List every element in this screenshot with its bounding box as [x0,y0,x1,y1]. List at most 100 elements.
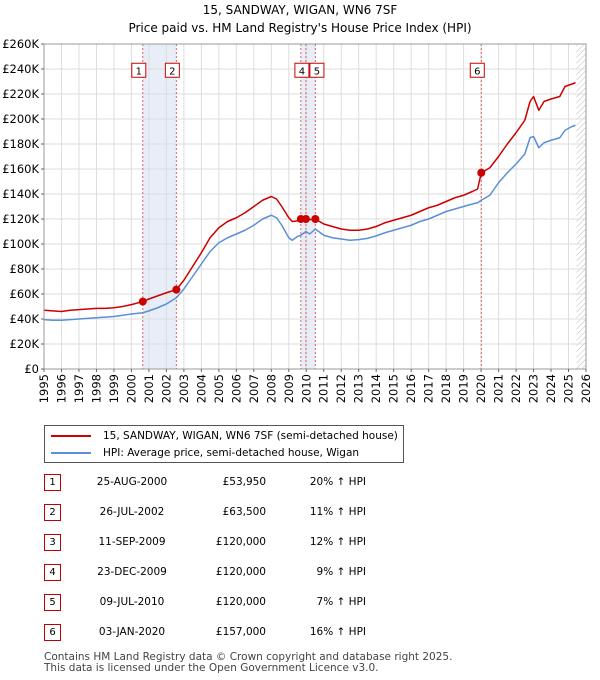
transaction-number: 2 [44,504,61,521]
y-tick-label: £40K [10,312,40,326]
legend-item-hpi: HPI: Average price, semi-detached house,… [51,445,359,461]
transaction-price: £120,000 [215,566,266,578]
footer-line-licence: This data is licensed under the Open Gov… [44,662,379,674]
transaction-date: 11-SEP-2009 [98,536,166,548]
footer-attribution: Contains HM Land Registry data © Crown c… [44,652,452,674]
table-row: 3 11-SEP-2009 £120,000 12% ↑ HPI [44,533,404,553]
chart-subtitle: Price paid vs. HM Land Registry's House … [128,21,471,35]
x-tick-label: 2001 [142,374,156,403]
x-tick-label: 2002 [159,374,173,403]
table-row: 5 09-JUL-2010 £120,000 7% ↑ HPI [44,593,404,613]
x-tick-label: 2008 [264,374,278,403]
x-tick-label: 2022 [509,374,523,403]
sale-label-number: 4 [299,66,305,77]
sale-point [172,285,181,294]
sale-interval-shading [142,44,177,369]
legend-swatch-property [51,435,91,437]
chart-title: 15, SANDWAY, WIGAN, WN6 7SF [203,3,398,17]
x-tick-label: 2012 [334,374,348,403]
transaction-hpi-diff: 12% ↑ HPI [309,536,366,548]
legend-label-property: 15, SANDWAY, WIGAN, WN6 7SF (semi-detach… [103,430,398,442]
table-row: 2 26-JUL-2002 £63,500 11% ↑ HPI [44,503,404,523]
legend-label-hpi: HPI: Average price, semi-detached house,… [103,447,360,459]
sale-point [138,297,147,306]
x-tick-label: 2000 [124,374,138,403]
sale-label-number: 2 [169,66,175,77]
x-tick-label: 2026 [579,374,593,403]
x-tick-label: 2013 [352,374,366,403]
x-tick-label: 1998 [89,374,103,403]
x-tick-label: 2017 [422,374,436,403]
x-tick-label: 2004 [194,374,208,403]
sale-point [311,215,320,223]
transaction-number: 1 [44,474,61,491]
hpi-line [43,124,576,321]
x-tick-label: 2006 [229,374,243,403]
transaction-hpi-diff: 11% ↑ HPI [309,506,366,518]
x-tick-label: 2005 [212,374,226,403]
sale-point [301,215,310,223]
transaction-number: 4 [44,564,61,581]
sale-interval-shading [300,44,316,369]
x-tick-label: 2014 [369,374,383,403]
x-tick-label: 1997 [72,374,86,403]
y-tick-label: £140K [2,187,39,201]
transaction-price: £120,000 [215,536,266,548]
x-tick-label: 2025 [562,374,576,403]
table-row: 6 03-JAN-2020 £157,000 16% ↑ HPI [44,623,404,643]
y-tick-label: £100K [2,237,39,251]
legend-item-property: 15, SANDWAY, WIGAN, WN6 7SF (semi-detach… [51,428,398,444]
y-tick-label: £120K [2,212,39,226]
footer-line-copyright: Contains HM Land Registry data © Crown c… [44,651,453,663]
sale-label-box [469,62,485,78]
transaction-price: £63,500 [222,506,266,518]
transaction-date: 03-JAN-2020 [98,626,166,638]
sale-label-box [131,62,147,78]
x-tick-label: 2023 [527,374,541,403]
transaction-date: 26-JUL-2002 [99,506,165,518]
x-tick-label: 1995 [37,374,51,403]
y-tick-label: £80K [10,262,40,276]
y-tick-label: £220K [2,87,39,101]
transaction-hpi-diff: 16% ↑ HPI [309,626,366,638]
x-tick-label: 2018 [439,374,453,403]
sale-point [477,168,486,177]
transaction-date: 25-AUG-2000 [96,476,168,488]
x-tick-label: 1996 [54,374,68,403]
x-tick-label: 2021 [492,374,506,403]
y-tick-label: £240K [2,62,39,76]
y-tick-label: £200K [2,112,39,126]
transaction-date: 09-JUL-2010 [99,596,165,608]
x-tick-label: 2003 [177,374,191,403]
sale-label-box [294,62,310,78]
transaction-number: 5 [44,594,61,611]
transaction-hpi-diff: 9% ↑ HPI [316,566,366,578]
x-tick-label: 2009 [282,374,296,403]
y-tick-label: £0 [24,362,39,376]
sale-label-number: 6 [474,66,480,77]
y-tick-label: £180K [2,137,39,151]
x-tick-label: 2015 [387,374,401,403]
transaction-price: £157,000 [215,626,266,638]
transaction-hpi-diff: 7% ↑ HPI [316,596,366,608]
transaction-price: £120,000 [215,596,266,608]
sale-label-number: 5 [314,66,320,77]
sale-label-box [309,62,325,78]
transaction-date: 23-DEC-2009 [97,566,167,578]
transaction-hpi-diff: 20% ↑ HPI [309,476,366,488]
plot-frame [43,43,587,370]
y-tick-label: £60K [10,287,40,301]
forecast-hatch-region [576,44,586,369]
transaction-number: 3 [44,534,61,551]
x-tick-label: 2007 [247,374,261,403]
table-row: 1 25-AUG-2000 £53,950 20% ↑ HPI [44,473,404,493]
sale-label-box [164,62,180,78]
x-tick-label: 2019 [457,374,471,403]
legend-swatch-hpi [51,452,91,454]
x-tick-label: 2020 [474,374,488,403]
y-tick-label: £20K [10,337,40,351]
y-tick-label: £160K [2,162,39,176]
x-tick-label: 1999 [107,374,121,403]
price-chart: 15, SANDWAY, WIGAN, WN6 7SF Price paid v… [2,3,593,403]
x-tick-label: 2016 [404,374,418,403]
